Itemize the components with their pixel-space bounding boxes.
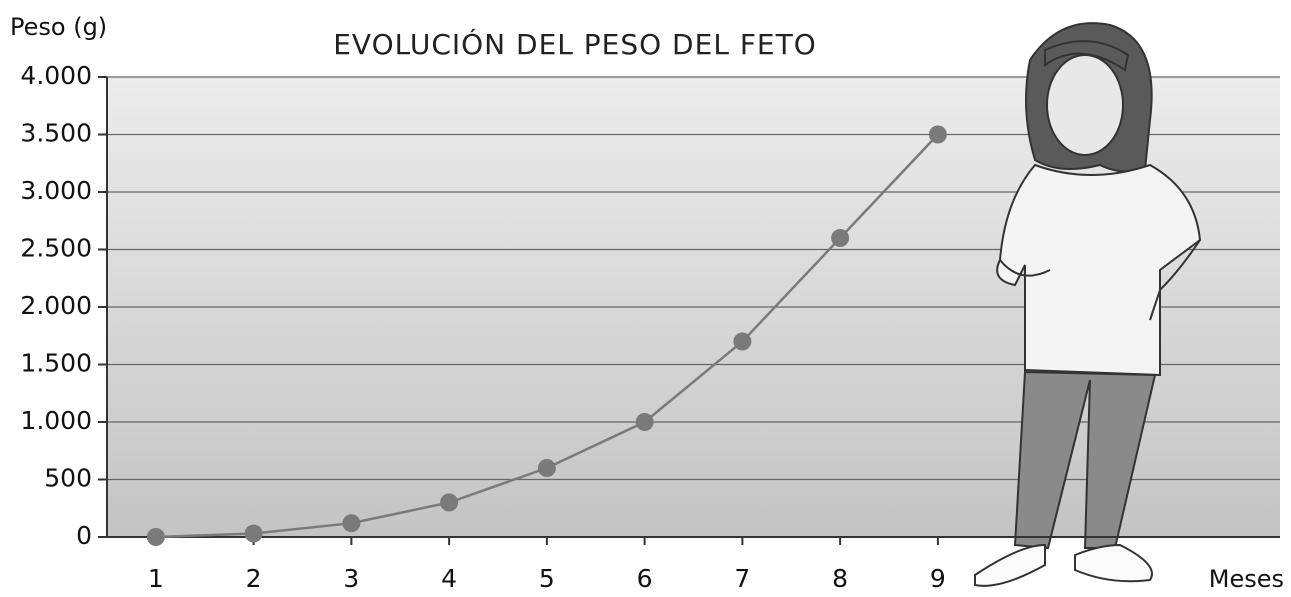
- data-point: [342, 514, 360, 532]
- chart-title: EVOLUCIÓN DEL PESO DEL FETO: [333, 27, 817, 61]
- x-tick-label: 7: [734, 564, 750, 593]
- chart: Peso (g) EVOLUCIÓN DEL PESO DEL FETO Mes…: [0, 0, 1291, 597]
- x-tick-label: 2: [246, 564, 262, 593]
- y-tick-label: 500: [44, 464, 92, 493]
- y-tick-label: 1.000: [20, 406, 92, 435]
- x-tick-label: 5: [539, 564, 555, 593]
- y-tick-label: 0: [76, 521, 92, 550]
- y-tick-label: 2.000: [20, 291, 92, 320]
- data-point: [245, 525, 263, 543]
- x-tick-label: 1: [148, 564, 164, 593]
- data-point: [147, 528, 165, 546]
- x-tick-label: 9: [930, 564, 946, 593]
- data-point: [733, 333, 751, 351]
- y-tick-label: 2.500: [20, 234, 92, 263]
- data-point: [440, 494, 458, 512]
- data-point: [929, 126, 947, 144]
- data-point: [831, 229, 849, 247]
- y-tick-label: 3.000: [20, 176, 92, 205]
- x-axis-label: Meses: [1209, 565, 1284, 593]
- x-tick-label: 6: [637, 564, 653, 593]
- y-tick-label: 3.500: [20, 119, 92, 148]
- x-tick-label: 3: [343, 564, 359, 593]
- data-point: [538, 459, 556, 477]
- y-tick-label: 1.500: [20, 349, 92, 378]
- y-tick-label: 4.000: [20, 61, 92, 90]
- x-tick-label: 4: [441, 564, 457, 593]
- data-point: [636, 413, 654, 431]
- y-axis-label: Peso (g): [10, 13, 107, 41]
- page: Peso (g) EVOLUCIÓN DEL PESO DEL FETO Mes…: [0, 0, 1291, 597]
- x-tick-label: 8: [832, 564, 848, 593]
